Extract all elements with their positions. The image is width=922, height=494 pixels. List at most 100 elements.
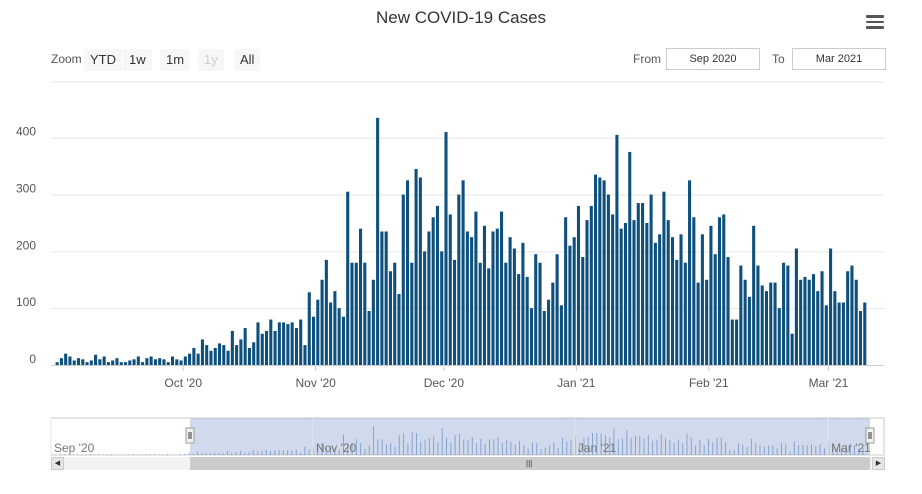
bar [68,356,72,365]
navigator-bar [261,451,263,455]
navigator-bar [373,426,375,455]
bar [119,362,123,365]
navigator-bar [574,436,576,455]
navigator-bar [725,442,727,455]
bar [346,191,350,365]
navigator-right-handle[interactable] [865,427,875,444]
navigator-bar [596,433,598,455]
navigator-bar [175,454,177,455]
bar [846,271,850,365]
navigator-selection[interactable] [190,418,870,455]
navigator-bar [557,448,559,455]
bar [696,282,700,365]
navigator-bar [634,436,636,455]
navigator-bar [188,453,190,455]
navigator-bar [703,445,705,455]
bar [611,214,615,365]
navigator-bar [660,434,662,455]
scroll-right-button[interactable]: ▶ [872,457,885,470]
navigator-bar [549,445,551,455]
navigator-bar [480,438,482,455]
navigator-bar [196,452,198,455]
bar [747,296,751,365]
bar [649,194,653,365]
bar [341,316,345,365]
navigator-bar [561,437,563,455]
navigator-bar [338,449,340,455]
navigator-bar [776,448,778,455]
navigator-bar [819,444,821,456]
bar [688,180,692,365]
bar [294,328,298,365]
range-to-input[interactable]: Mar 2021 [792,48,886,70]
zoom-1y-button[interactable]: 1y [198,49,224,71]
bar [324,259,328,365]
navigator-bar [433,436,435,455]
navigator-left-handle[interactable] [185,427,195,444]
navigator-bar [55,454,57,455]
y-tick-label: 400 [16,125,36,139]
bar [461,180,465,365]
navigator-bar [441,427,443,455]
navigator-bar [686,433,688,455]
bar [337,308,341,365]
scroll-left-button[interactable]: ◀ [51,457,64,470]
bar [235,345,239,365]
bar [803,276,807,365]
navigator-bar [506,440,508,455]
bar [482,225,486,365]
navigator-bar [527,448,529,455]
bar [448,214,452,365]
bar [773,282,777,365]
bar [273,330,277,365]
navigator-bar [295,449,297,455]
chart-menu-icon[interactable] [864,12,886,32]
navigator-bar [85,454,87,455]
navigator-bar [231,452,233,455]
navigator-bar [780,443,782,455]
bar [730,319,734,365]
navigator-bar [248,452,250,455]
bar [111,360,115,365]
bar [653,242,657,365]
navigator-bar [531,442,533,455]
navigator-bar [184,453,186,455]
navigator-bar [690,437,692,455]
navigator-bar [424,439,426,455]
bar [427,231,431,365]
bar [444,132,448,365]
range-from-input[interactable]: Sep 2020 [666,48,760,70]
bar [423,251,427,365]
bar [542,311,546,365]
bar [820,271,824,365]
zoom-ytd-button[interactable]: YTD [84,49,122,71]
navigator-bar [287,450,289,455]
bar [717,217,722,365]
navigator-bar [609,437,611,455]
zoom-all-button[interactable]: All [234,49,261,71]
navigator-bar [244,453,246,455]
bar [683,262,687,365]
bar [645,222,649,365]
bar [568,245,572,365]
bar [641,203,645,365]
bar [252,342,256,365]
chart-title: New COVID-19 Cases [375,8,547,27]
bar [632,220,636,365]
scrollbar-thumb[interactable] [190,457,870,470]
navigator-bar [111,454,113,455]
bar [504,262,508,365]
zoom-1w-button[interactable]: 1w [123,49,152,71]
bar [282,322,286,365]
navigator: Sep '20 Nov '20 Jan '21 Mar '21 [50,417,885,456]
navigator-bar [179,454,181,455]
navigator-bar [519,440,521,455]
zoom-1m-button[interactable]: 1m [160,49,191,71]
bar [260,333,264,365]
bar [354,262,358,365]
navigator-bar [364,448,366,455]
bar [149,356,153,365]
navigator-bar [841,447,843,455]
bar [226,350,230,365]
navigator-bar [454,435,456,455]
